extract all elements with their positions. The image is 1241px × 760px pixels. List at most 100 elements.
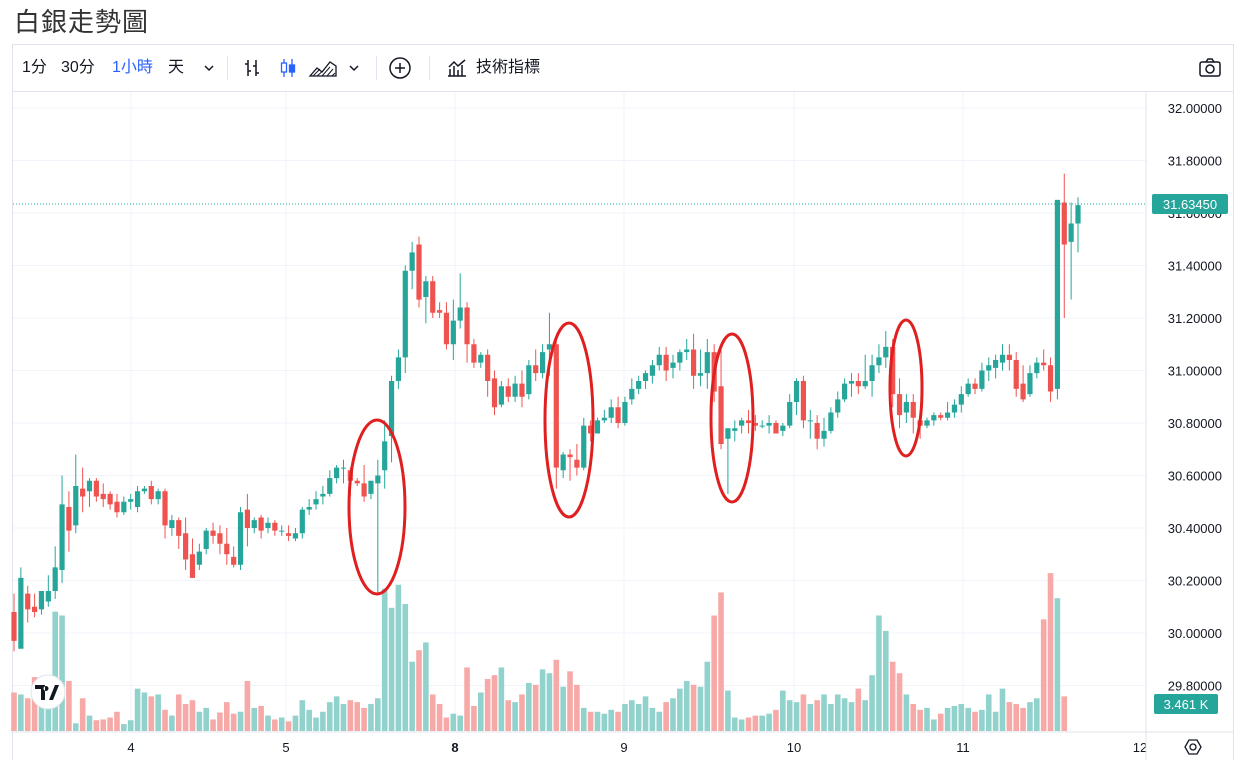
volume-bar — [937, 713, 944, 731]
candle-body — [388, 381, 395, 437]
volume-bar — [107, 717, 113, 731]
candle — [574, 444, 580, 476]
volume-bar — [148, 696, 155, 731]
candle-body — [828, 412, 834, 431]
volume-bar — [306, 709, 312, 731]
interval-1d-button[interactable]: 天 — [168, 59, 185, 76]
candle — [903, 394, 909, 423]
candle-body — [787, 402, 793, 426]
candle-body — [416, 244, 422, 300]
interval-1m-button[interactable]: 1分 — [22, 59, 47, 76]
candle-body — [464, 307, 470, 345]
volume-bar — [66, 680, 72, 731]
candle — [299, 507, 305, 539]
chevron-down-icon[interactable] — [197, 56, 221, 80]
volume-bar — [121, 724, 127, 731]
volume-bar — [992, 711, 999, 731]
volume-bar — [773, 709, 779, 731]
candle — [636, 375, 642, 395]
candle-body — [66, 507, 72, 531]
volume-bar — [381, 588, 388, 731]
candle-body — [615, 407, 621, 423]
candle — [793, 378, 800, 416]
candle — [464, 302, 470, 363]
volume-bar — [1061, 696, 1068, 731]
bars-icon[interactable] — [240, 56, 264, 80]
candle-body — [766, 423, 772, 426]
candle-body — [965, 383, 971, 395]
area-icon[interactable] — [308, 56, 338, 80]
candle-body — [382, 441, 388, 471]
volume-bar — [203, 707, 210, 731]
volume-bar — [505, 700, 512, 731]
candle — [814, 415, 820, 450]
candle — [354, 478, 360, 486]
time-tick-label: 4 — [127, 740, 134, 755]
candle — [402, 265, 408, 374]
candle-body — [656, 354, 662, 366]
candle-body — [18, 577, 24, 649]
camera-icon[interactable] — [1198, 56, 1222, 80]
candle-body — [890, 346, 896, 395]
volume-bar — [347, 700, 354, 731]
candle-body — [855, 381, 861, 387]
volume-bar — [958, 704, 965, 731]
settings-icon[interactable] — [1184, 739, 1202, 755]
volume-bar — [807, 704, 814, 731]
candle-body — [498, 386, 504, 405]
candle — [93, 478, 99, 502]
candle-body — [73, 486, 79, 526]
volume-bar — [299, 700, 306, 731]
candle-body — [663, 354, 669, 371]
candle-body — [368, 480, 374, 494]
candle — [807, 409, 813, 439]
candle-body — [31, 606, 38, 612]
candle-body — [835, 399, 841, 413]
interval-1h-button[interactable]: 1小時 — [112, 59, 153, 76]
candle-body — [1006, 354, 1012, 360]
volume-bar — [285, 721, 292, 731]
candle — [327, 470, 333, 497]
candle-body — [1061, 202, 1067, 245]
volume-bar — [141, 692, 148, 731]
indicators-icon[interactable] — [445, 56, 469, 80]
volume-bar — [972, 711, 978, 731]
candle — [285, 525, 292, 542]
candle — [155, 488, 161, 505]
candle — [745, 409, 752, 434]
candle — [258, 514, 264, 539]
highlight-ellipse — [888, 318, 924, 458]
candle — [883, 331, 889, 368]
candle — [553, 336, 559, 489]
candles-icon[interactable] — [276, 56, 300, 80]
indicators-button[interactable]: 技術指標 — [476, 59, 541, 76]
candle-body — [588, 425, 594, 434]
volume-bar — [979, 709, 985, 731]
candle — [361, 465, 367, 502]
candle-body — [128, 499, 134, 502]
candle — [443, 302, 450, 350]
candle-body — [732, 428, 738, 431]
price-tick-label: 32.00000 — [1168, 101, 1222, 116]
candle-body — [45, 591, 51, 602]
candle — [800, 375, 807, 429]
crosshair-plus-icon[interactable] — [388, 56, 412, 80]
toolbar-divider — [227, 56, 228, 80]
candle — [848, 373, 855, 397]
volume-bar — [656, 711, 663, 731]
candle-body — [1068, 223, 1074, 242]
candle — [608, 399, 614, 423]
candle — [972, 378, 978, 395]
candle-body — [512, 383, 518, 397]
interval-30m-button[interactable]: 30分 — [61, 59, 95, 76]
candle — [189, 538, 196, 578]
candle-body — [642, 373, 649, 381]
volume-bar — [1013, 704, 1020, 731]
candle-body — [780, 425, 786, 431]
chevron-down-icon[interactable] — [342, 56, 366, 80]
volume-badge — [1154, 694, 1218, 714]
candle — [382, 420, 388, 489]
candle — [780, 423, 786, 437]
candle-body — [896, 394, 903, 416]
